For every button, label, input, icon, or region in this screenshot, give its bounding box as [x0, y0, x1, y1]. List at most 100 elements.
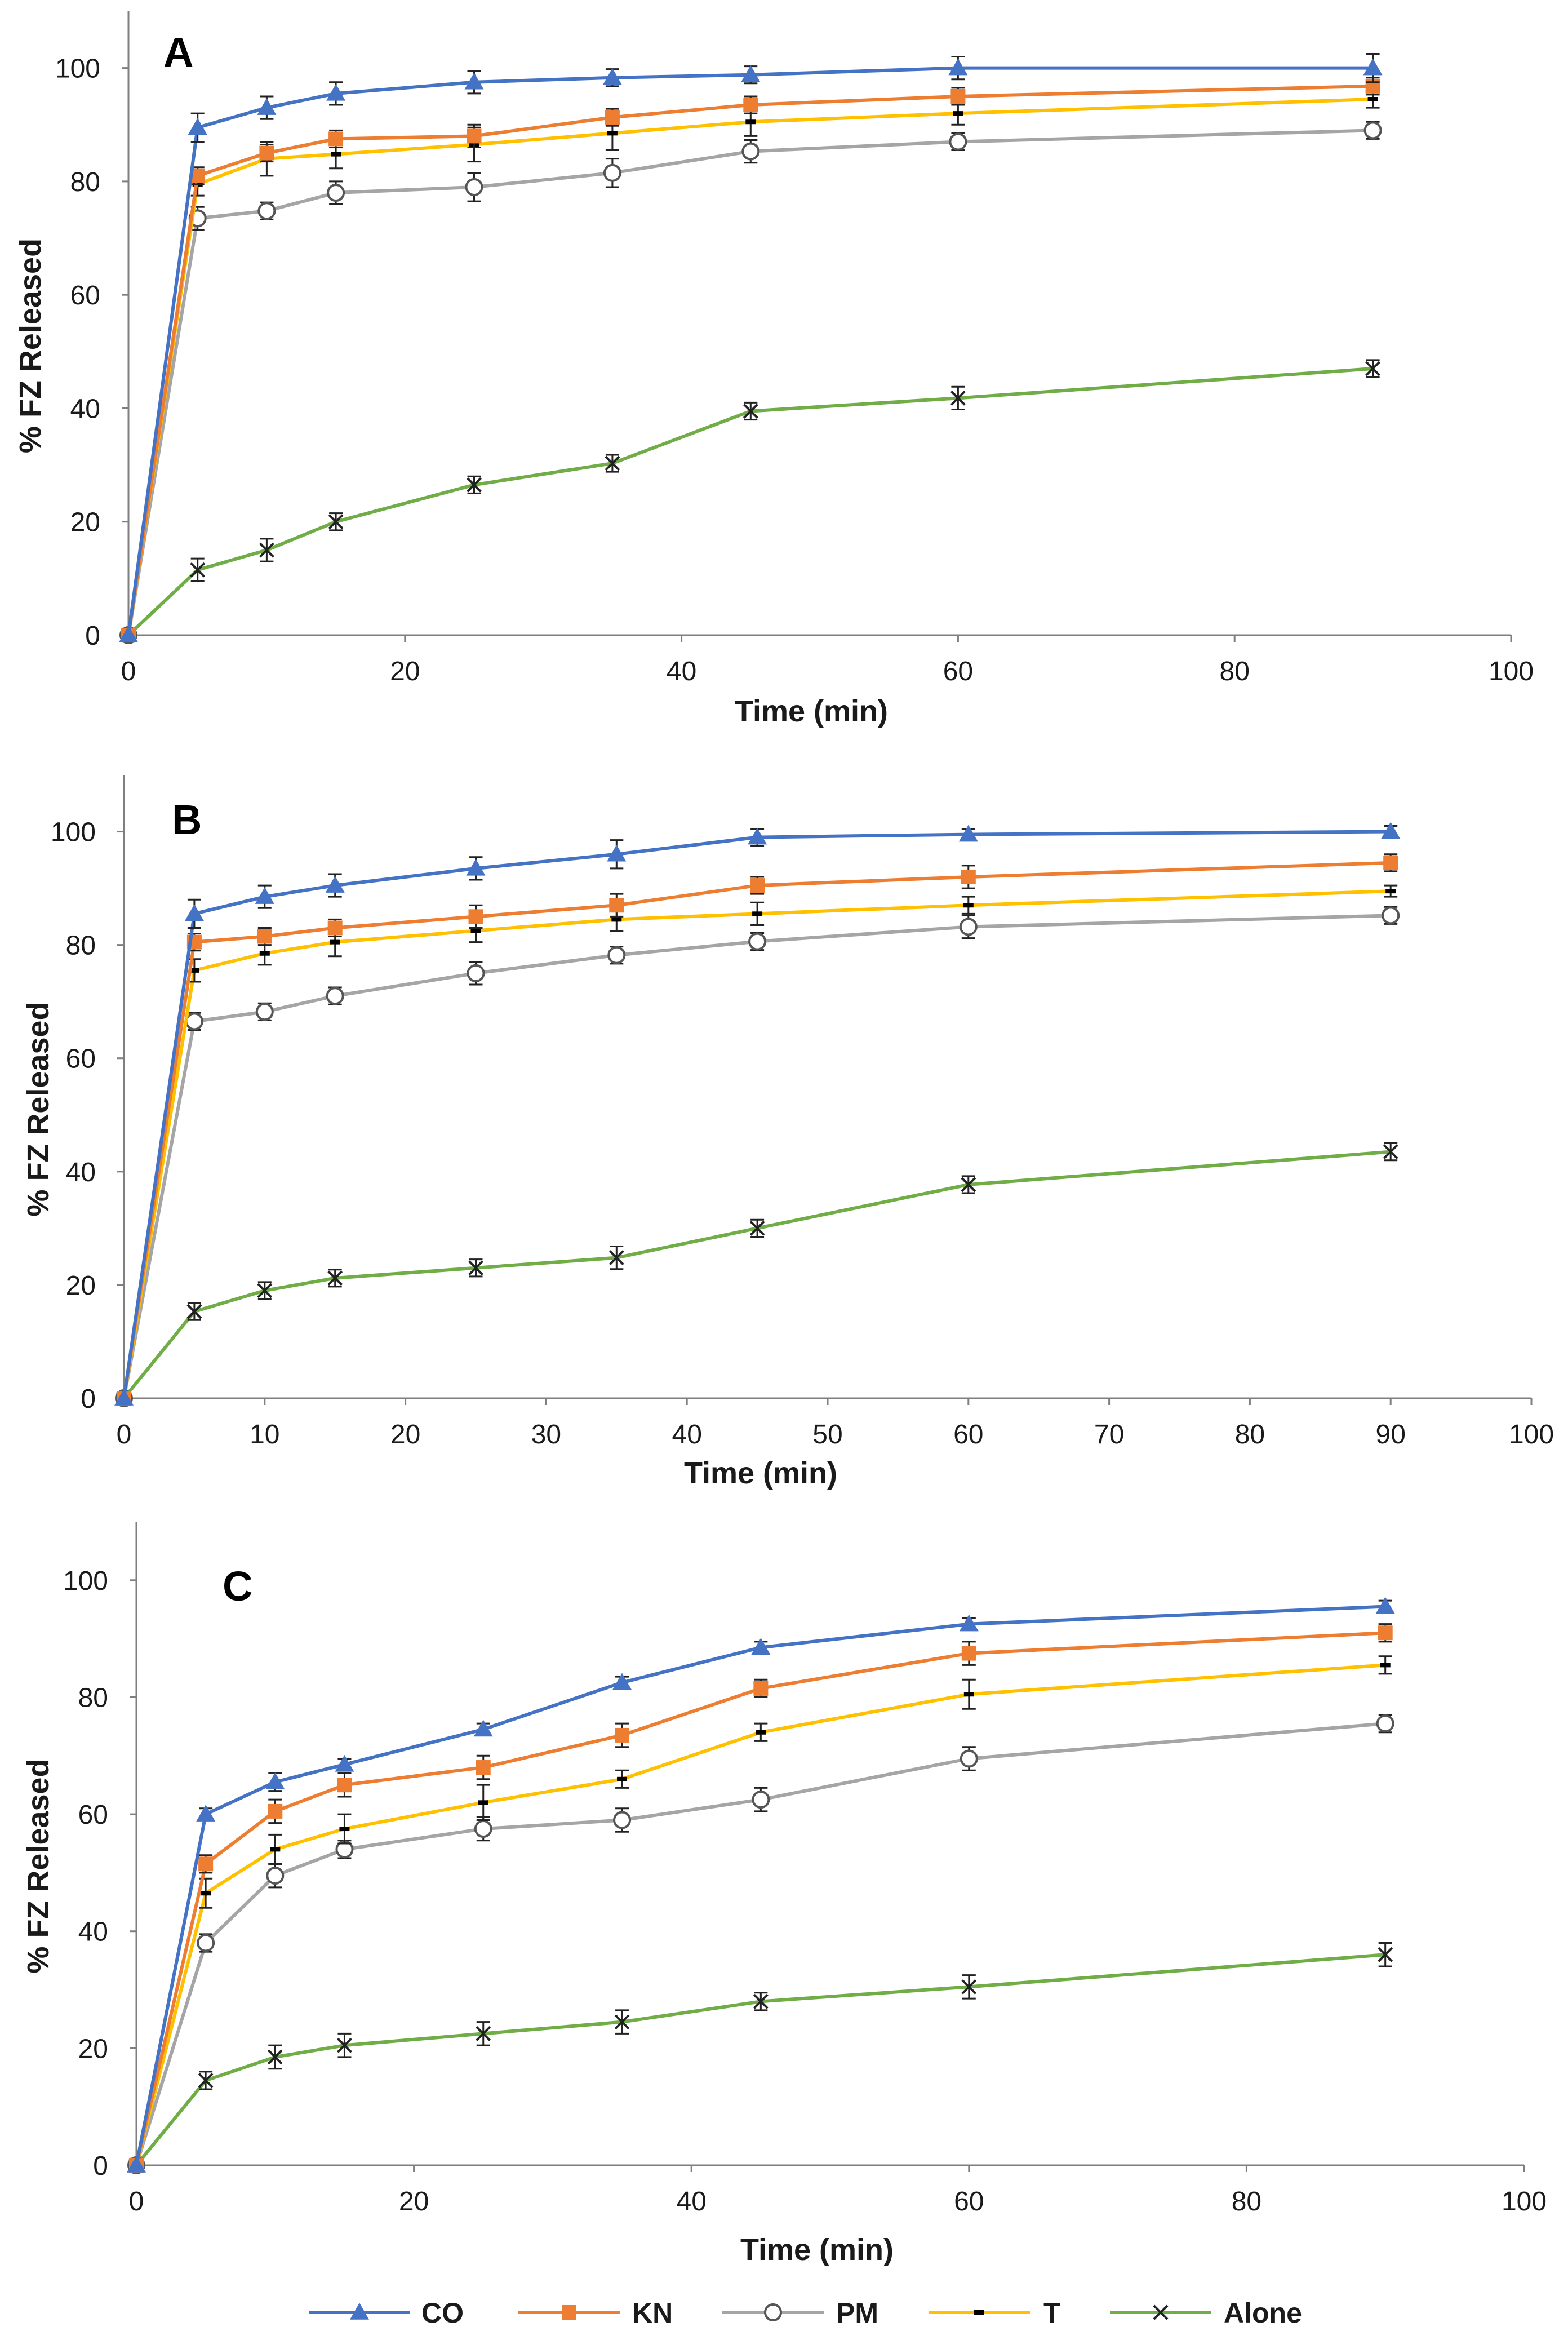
- data-point-pm-a: [1363, 121, 1382, 140]
- panel-label-a: A: [163, 29, 193, 76]
- series-alone-b: [116, 1142, 1398, 1406]
- data-point-kn-c: [476, 1760, 491, 1775]
- data-point-t-c: [963, 1692, 974, 1697]
- data-point-co-b: [466, 858, 486, 876]
- data-point-kn-a: [605, 110, 620, 125]
- y-tick-label-b: 80: [66, 931, 96, 961]
- panel-label-b: B: [172, 796, 202, 843]
- y-tick-label-b: 20: [66, 1271, 96, 1301]
- chart-panel-b: 0 20 40 60 80 100 0 10 20 30 40 50 60 70 80 90 100 Time (…: [21, 775, 1554, 1490]
- series-t-c: [131, 1655, 1392, 2168]
- data-point-t-a: [1367, 96, 1378, 101]
- data-point-co-c: [751, 1638, 771, 1655]
- y-tick-label-a: 40: [70, 394, 100, 424]
- series-line-t-a: [127, 97, 1373, 636]
- x-tick-label-c: 20: [399, 2187, 429, 2217]
- data-point-co-c: [265, 1772, 285, 1789]
- y-axis-title-a: % FZ Released: [14, 238, 47, 453]
- data-point-alone-c: [614, 2014, 630, 2030]
- series-pm-c: [127, 1714, 1394, 2174]
- y-tick-label-a: 80: [70, 167, 100, 197]
- x-tick-label-b: 60: [953, 1420, 983, 1450]
- series-line-alone-b: [122, 1150, 1391, 1399]
- x-tick-label-b: 40: [672, 1420, 702, 1450]
- legend-marker-t: [974, 2310, 984, 2315]
- data-point-alone-b: [186, 1304, 202, 1319]
- y-tick-label-b: 60: [66, 1044, 96, 1074]
- legend-label-kn: KN: [632, 2297, 673, 2329]
- data-point-kn-a: [328, 131, 344, 147]
- data-point-alone-c: [476, 2026, 491, 2041]
- data-point-kn-c: [961, 1646, 976, 1661]
- data-point-kn-c: [753, 1681, 769, 1696]
- data-point-pm-b: [255, 1003, 274, 1021]
- data-point-co-c: [335, 1754, 354, 1772]
- data-point-kn-a: [467, 128, 482, 144]
- data-point-pm-a: [741, 142, 760, 161]
- legend-entry-co: CO: [309, 2297, 464, 2329]
- data-point-alone-a: [328, 514, 344, 530]
- data-point-kn-b: [257, 929, 272, 944]
- data-point-kn-b: [327, 920, 343, 936]
- data-point-kn-c: [198, 1856, 214, 1872]
- data-point-co-a: [464, 72, 484, 90]
- y-tick-label-b: 0: [81, 1384, 96, 1414]
- x-tick-label-b: 20: [390, 1420, 420, 1450]
- data-point-alone-a: [950, 390, 966, 406]
- legend-entry-kn: KN: [518, 2297, 673, 2329]
- data-point-co-c: [473, 1719, 493, 1737]
- data-point-pm-c: [1376, 1714, 1394, 1733]
- legend-label-co: CO: [421, 2297, 464, 2329]
- data-point-t-b: [189, 968, 199, 973]
- data-point-co-c: [127, 2156, 146, 2173]
- data-point-kn-c: [615, 1727, 630, 1743]
- data-point-alone-b: [1383, 1144, 1398, 1160]
- x-tick-label-b: 0: [117, 1420, 132, 1450]
- x-axis-title-a: Time (min): [735, 694, 888, 728]
- data-point-kn-c: [337, 1778, 352, 1793]
- series-co-a: [119, 52, 1383, 642]
- data-point-t-c: [339, 1827, 350, 1832]
- series-line-pm-b: [122, 914, 1391, 1399]
- data-point-alone-a: [743, 404, 758, 419]
- series-alone-c: [128, 1942, 1393, 2173]
- data-point-alone-c: [961, 1979, 977, 1995]
- x-tick-label-a: 80: [1220, 657, 1250, 686]
- legend-label-pm: PM: [836, 2297, 878, 2329]
- chart-panel-c: 0 20 40 60 80 100 0 20 40 60 80 100 Time (min) % FZ R…: [21, 1522, 1547, 2267]
- data-point-co-a: [326, 83, 346, 101]
- series-t-a: [123, 90, 1380, 637]
- data-point-alone-b: [608, 1250, 624, 1266]
- data-point-co-b: [184, 904, 204, 921]
- data-point-t-a: [331, 152, 341, 157]
- data-point-pm-b: [959, 918, 978, 936]
- y-tick-label-c: 60: [78, 1800, 108, 1830]
- x-tick-label-a: 40: [667, 657, 696, 686]
- data-point-pm-c: [960, 1749, 978, 1768]
- series-pm-b: [115, 906, 1400, 1407]
- data-point-pm-b: [185, 1012, 203, 1031]
- data-point-co-b: [958, 825, 978, 842]
- data-point-t-c: [270, 1847, 281, 1852]
- data-point-t-b: [330, 939, 340, 945]
- data-point-pm-b: [326, 987, 344, 1005]
- data-point-co-a: [948, 58, 968, 76]
- data-point-kn-c: [1378, 1625, 1393, 1641]
- data-point-pm-c: [752, 1791, 770, 1809]
- data-point-kn-b: [750, 878, 765, 893]
- data-point-kn-b: [1383, 855, 1398, 870]
- y-tick-label-b: 40: [66, 1158, 96, 1187]
- data-point-pm-b: [748, 932, 767, 951]
- data-point-t-b: [963, 903, 974, 908]
- data-point-pm-c: [266, 1867, 285, 1885]
- data-point-t-c: [617, 1776, 628, 1781]
- data-point-co-c: [612, 1673, 632, 1690]
- data-point-pm-b: [467, 964, 485, 982]
- x-tick-label-b: 80: [1235, 1420, 1265, 1450]
- data-point-co-b: [325, 876, 345, 893]
- data-point-t-a: [953, 111, 963, 116]
- y-axis-title-c: % FZ Released: [21, 1758, 55, 1973]
- y-axis-title-b: % FZ Released: [21, 1001, 55, 1216]
- data-point-kn-b: [961, 869, 976, 884]
